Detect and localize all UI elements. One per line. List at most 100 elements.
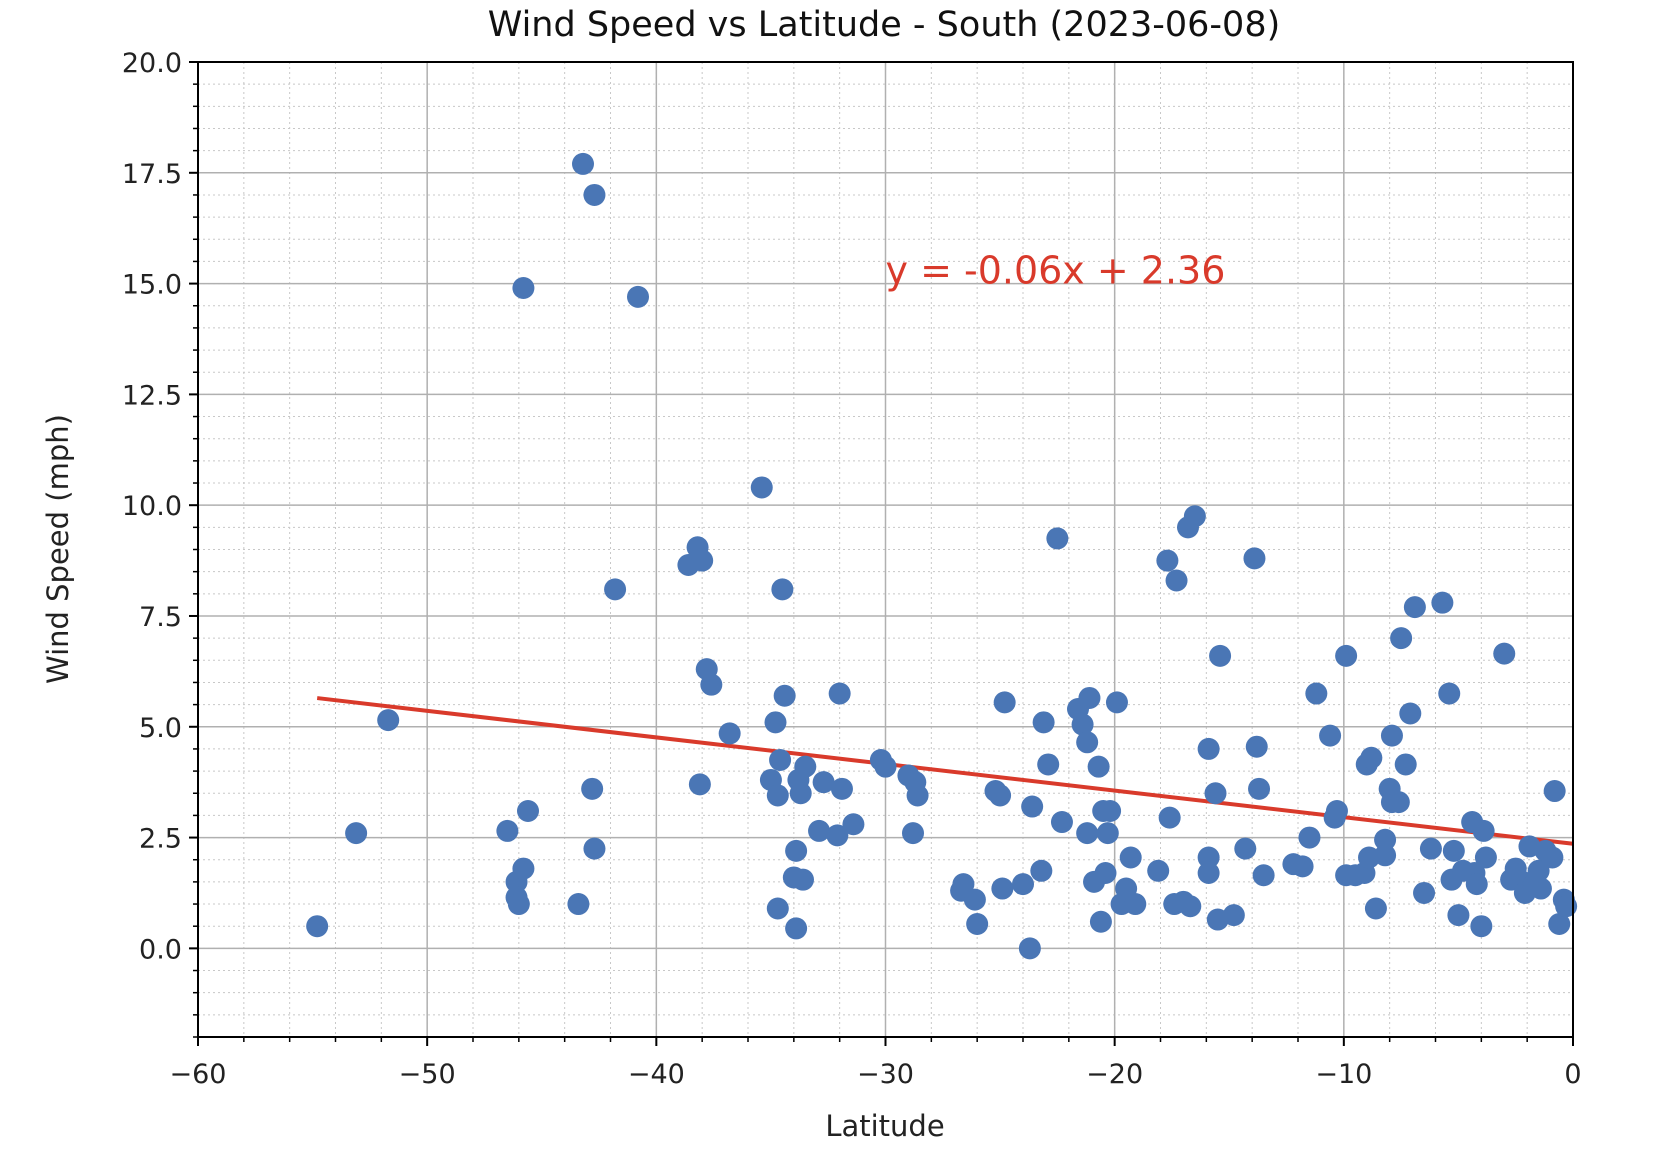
scatter-point (1291, 855, 1314, 878)
scatter-point (517, 799, 539, 822)
scatter-point (1094, 862, 1117, 885)
y-axis: 0.0 2.5 5.0 7.5 10.0 12.5 15.0 17.5 20.0 (122, 48, 198, 1038)
scatter-point (773, 684, 796, 707)
scatter-point (604, 578, 627, 601)
scatter-point (1096, 822, 1119, 845)
scatter-point (572, 152, 594, 175)
scatter-point (581, 777, 604, 800)
scatter-point (812, 771, 835, 794)
scatter-point (1078, 686, 1101, 709)
scatter-point (1305, 682, 1328, 705)
y-tick-label: 12.5 (122, 380, 182, 411)
scatter-point (766, 784, 789, 807)
scatter-point (1413, 881, 1436, 904)
regression-layer (316, 696, 1574, 846)
scatter-point (1076, 731, 1099, 754)
scatter-point (1076, 822, 1099, 845)
scatter-point (1209, 644, 1232, 667)
scatter-point (1403, 596, 1426, 619)
scatter-point (785, 917, 808, 940)
scatter-point (1374, 828, 1397, 851)
scatter-point (750, 476, 773, 499)
scatter-point (627, 285, 649, 308)
scatter-point (1319, 724, 1342, 747)
scatter-point (688, 773, 711, 796)
scatter-point (1018, 937, 1041, 960)
scatter-point (1124, 893, 1147, 916)
scatter-point (1390, 627, 1413, 650)
scatter-point (1030, 859, 1053, 882)
scatter-point (902, 822, 924, 845)
scatter-point (1197, 846, 1220, 869)
scatter-point (842, 813, 865, 836)
points-layer (306, 152, 1578, 960)
scatter-point (1543, 780, 1566, 803)
scatter-point (1071, 713, 1094, 736)
scatter-point (1197, 737, 1220, 760)
scatter-point (496, 819, 519, 842)
scatter-point (1156, 549, 1179, 572)
scatter-point (1419, 837, 1442, 860)
scatter-point (691, 549, 714, 572)
scatter-point (1179, 895, 1202, 918)
scatter-point (789, 782, 812, 805)
y-tick-label: 10.0 (122, 491, 182, 522)
regression-equation: y = -0.06x + 2.36 (886, 249, 1226, 293)
scatter-point (567, 893, 590, 916)
scatter-point (345, 822, 368, 845)
scatter-point (1021, 795, 1044, 818)
x-tick-label: −60 (170, 1059, 227, 1090)
scatter-point (583, 183, 606, 206)
scatter-point (1529, 877, 1552, 900)
scatter-point (966, 912, 989, 935)
scatter-point (1248, 777, 1271, 800)
scatter-point (1252, 864, 1275, 887)
y-tick-label: 0.0 (139, 934, 182, 965)
scatter-point (769, 749, 792, 772)
scatter-point (963, 888, 986, 911)
scatter-point (785, 839, 808, 862)
scatter-point (1493, 642, 1516, 665)
y-tick-label: 15.0 (122, 270, 182, 301)
scatter-point (1548, 912, 1571, 935)
scatter-point (1245, 735, 1268, 758)
scatter-point (512, 857, 535, 880)
scatter-point (377, 709, 400, 732)
x-tick-label: 0 (1564, 1059, 1581, 1090)
scatter-point (794, 755, 817, 778)
scatter-point (583, 837, 606, 860)
scatter-point (1438, 682, 1461, 705)
x-tick-label: −30 (857, 1059, 914, 1090)
x-tick-label: −10 (1315, 1059, 1372, 1090)
scatter-point (1037, 753, 1060, 776)
scatter-point (1234, 837, 1257, 860)
scatter-point (1555, 895, 1578, 918)
scatter-point (1325, 799, 1348, 822)
scatter-point (989, 784, 1012, 807)
scatter-point (764, 711, 787, 734)
scatter-point (1387, 791, 1410, 814)
scatter-point (1204, 782, 1227, 805)
scatter-point (1364, 897, 1387, 920)
scatter-point (828, 682, 851, 705)
scatter-point (1335, 644, 1358, 667)
scatter-point (1465, 873, 1488, 896)
y-tick-label: 20.0 (122, 48, 182, 79)
y-tick-label: 5.0 (139, 713, 182, 744)
x-tick-label: −20 (1086, 1059, 1143, 1090)
scatter-point (771, 578, 794, 601)
scatter-point (826, 824, 849, 847)
scatter-point (1243, 547, 1266, 570)
scatter-point (830, 777, 853, 800)
scatter-point (718, 722, 741, 745)
scatter-point (991, 877, 1014, 900)
scatter-point (906, 784, 929, 807)
scatter-point (1447, 904, 1470, 927)
x-axis: −60 −50 −40 −30 −20 −10 0 (170, 1037, 1582, 1090)
scatter-point (1541, 846, 1564, 869)
y-tick-label: 7.5 (139, 602, 182, 633)
x-tick-label: −50 (399, 1059, 456, 1090)
scatter-point (1472, 819, 1495, 842)
scatter-point (766, 897, 789, 920)
